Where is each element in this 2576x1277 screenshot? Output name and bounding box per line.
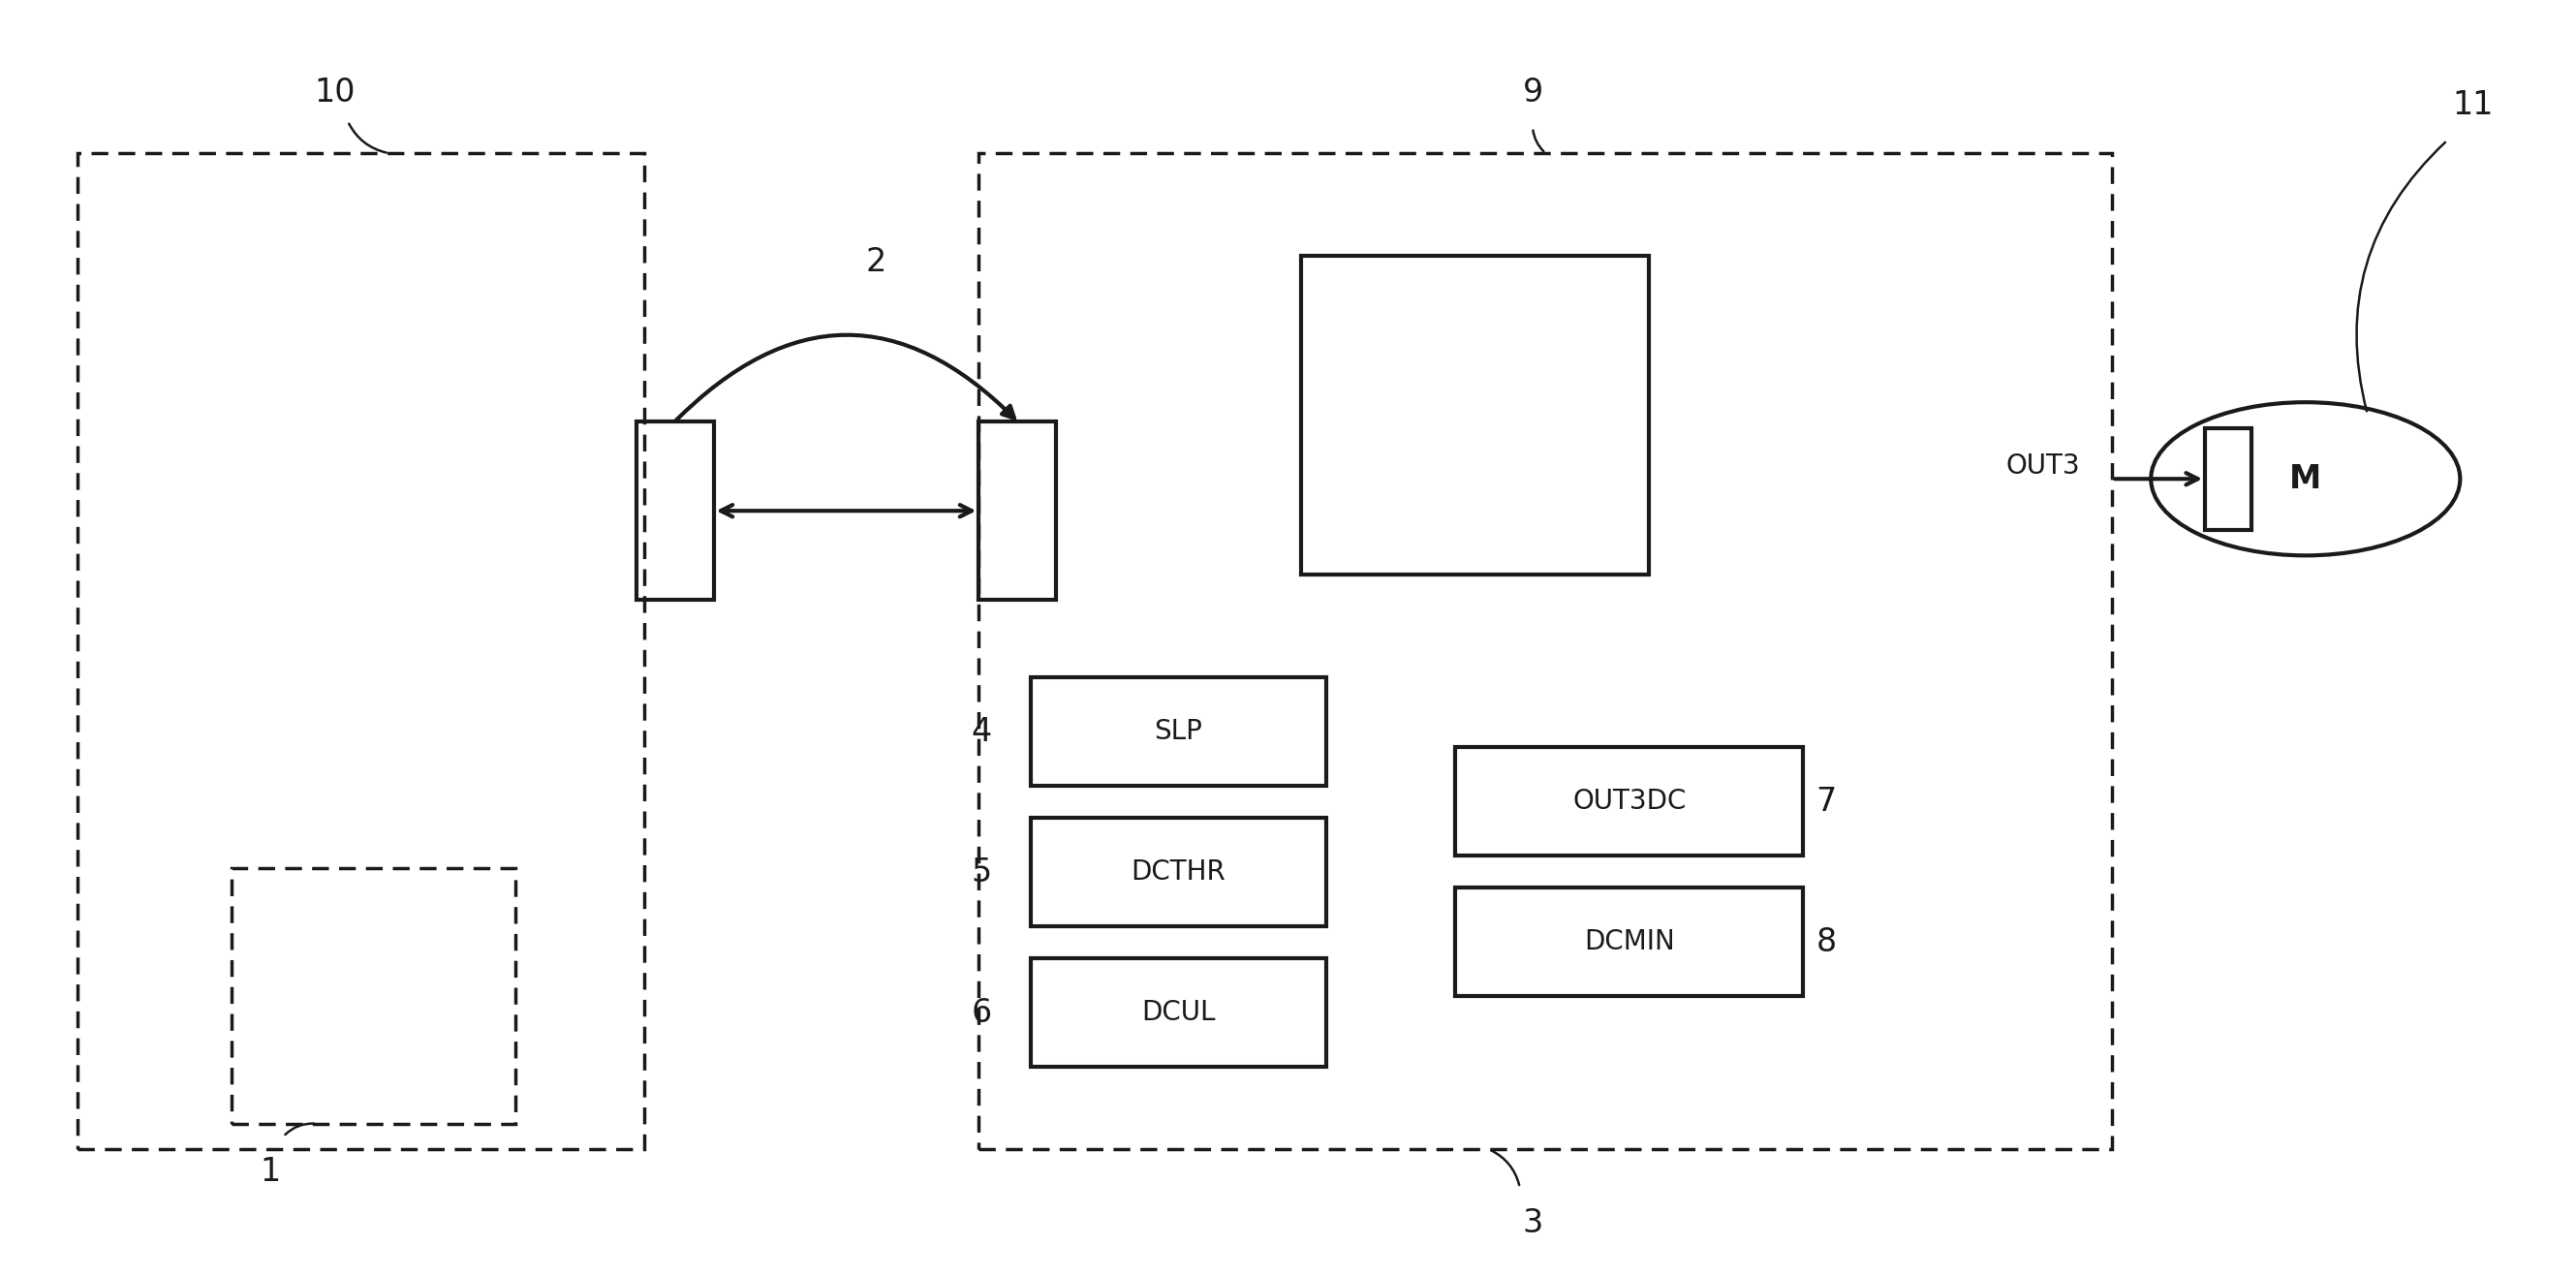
Text: 10: 10 — [314, 77, 355, 109]
Text: 5: 5 — [971, 856, 992, 889]
FancyArrowPatch shape — [675, 335, 1015, 421]
Text: M: M — [2290, 462, 2321, 495]
Text: 4: 4 — [971, 715, 992, 748]
Text: OUT3: OUT3 — [2007, 452, 2079, 480]
Text: DCTHR: DCTHR — [1131, 858, 1226, 885]
Bar — [2205, 428, 2251, 530]
Text: 1: 1 — [260, 1156, 281, 1188]
Bar — [1301, 255, 1649, 575]
Bar — [1030, 817, 1327, 926]
Text: DCMIN: DCMIN — [1584, 928, 1674, 955]
Text: 2: 2 — [866, 245, 886, 278]
Text: 8: 8 — [1816, 926, 1837, 959]
Text: 7: 7 — [1816, 785, 1837, 819]
Bar — [979, 421, 1056, 600]
Bar — [1455, 747, 1803, 856]
Text: 11: 11 — [2452, 89, 2494, 121]
Text: DCUL: DCUL — [1141, 999, 1216, 1025]
Bar — [1030, 958, 1327, 1066]
Bar — [77, 153, 644, 1149]
Bar — [1455, 888, 1803, 996]
Bar — [979, 153, 2112, 1149]
Text: 3: 3 — [1522, 1207, 1543, 1239]
Text: 9: 9 — [1522, 77, 1543, 109]
Text: 6: 6 — [971, 996, 992, 1029]
Text: SLP: SLP — [1154, 718, 1203, 744]
Bar — [636, 421, 714, 600]
Text: OUT3DC: OUT3DC — [1571, 788, 1687, 815]
Bar — [1030, 677, 1327, 785]
Bar — [232, 868, 515, 1124]
